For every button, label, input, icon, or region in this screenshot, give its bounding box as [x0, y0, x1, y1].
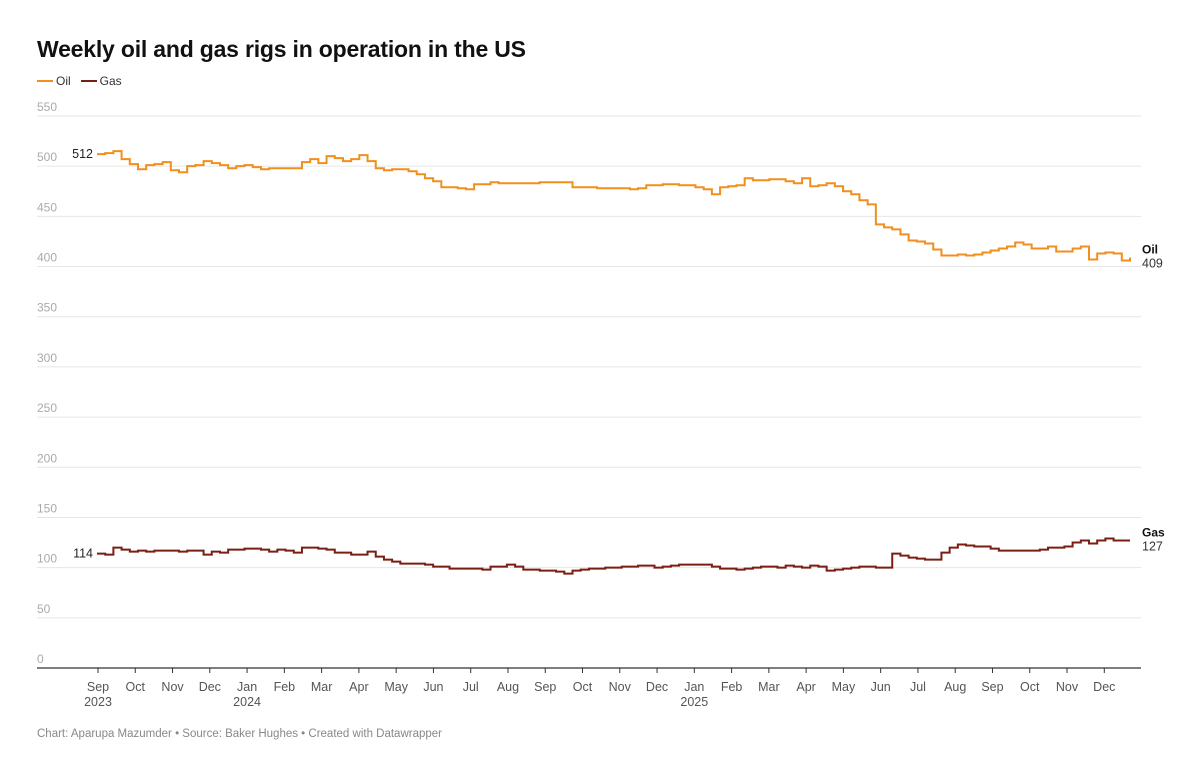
- y-tick-label: 50: [37, 602, 51, 616]
- x-tick-label: Jul: [463, 680, 479, 694]
- y-axis: 0 50 100 150 200 250 300 350 400 450 500 550: [37, 100, 57, 666]
- y-tick-label: 200: [37, 451, 57, 465]
- x-tick-year-label: 2024: [233, 695, 261, 709]
- legend-swatch-gas: [80, 80, 97, 82]
- legend-swatch-oil: [37, 80, 53, 82]
- y-tick-label: 400: [37, 251, 57, 265]
- y-tick-label: 450: [37, 200, 57, 214]
- x-tick-label: Jul: [910, 680, 926, 694]
- end-name-label-gas: Gas: [1142, 526, 1165, 540]
- x-tick-label: Feb: [274, 680, 296, 694]
- x-tick-label: Jun: [423, 680, 443, 694]
- series-line-oil: [97, 150, 1131, 262]
- legend-item-oil: Oil: [37, 74, 71, 88]
- series-lines: [97, 150, 1131, 575]
- x-tick-label: Jan: [237, 680, 257, 694]
- chart-title: Weekly oil and gas rigs in operation in …: [37, 36, 526, 62]
- x-tick-label: Nov: [161, 680, 184, 694]
- x-tick-label: Oct: [1020, 680, 1040, 694]
- y-tick-label: 100: [37, 552, 57, 566]
- start-value-label-oil: 512: [72, 147, 93, 161]
- x-tick-label: Apr: [796, 680, 815, 694]
- x-tick-label: Jun: [871, 680, 891, 694]
- y-tick-label: 250: [37, 401, 57, 415]
- chart-footer: Chart: Aparupa Mazumder • Source: Baker …: [37, 728, 442, 740]
- y-tick-label: 300: [37, 351, 57, 365]
- y-tick-label: 500: [37, 150, 57, 164]
- y-tick-label: 0: [37, 652, 44, 666]
- y-tick-label: 350: [37, 301, 57, 315]
- x-tick-label: Mar: [311, 680, 333, 694]
- x-tick-label: Nov: [609, 680, 632, 694]
- x-tick-label: Nov: [1056, 680, 1079, 694]
- y-tick-label: 550: [37, 100, 57, 114]
- x-tick-label: Apr: [349, 680, 368, 694]
- x-tick-label: Aug: [497, 680, 519, 694]
- end-value-label-gas: 127: [1142, 540, 1163, 554]
- end-name-label-oil: Oil: [1142, 243, 1158, 257]
- x-tick-label: Sep: [87, 680, 109, 694]
- legend-label-gas: Gas: [99, 74, 122, 88]
- legend-label-oil: Oil: [56, 74, 71, 88]
- x-tick-label: May: [384, 680, 408, 694]
- x-tick-label: Oct: [126, 680, 146, 694]
- start-value-label-gas: 114: [73, 547, 93, 561]
- x-tick-label: Dec: [1093, 680, 1115, 694]
- x-tick-label: Feb: [721, 680, 743, 694]
- x-tick-label: Oct: [573, 680, 593, 694]
- x-tick-label: Sep: [534, 680, 556, 694]
- x-tick-label: Aug: [944, 680, 966, 694]
- x-tick-year-label: 2023: [84, 695, 112, 709]
- chart-legend: Oil Gas: [37, 74, 122, 88]
- x-tick-year-label: 2025: [680, 695, 708, 709]
- legend-item-gas: Gas: [80, 74, 122, 88]
- gridlines: [37, 115, 1141, 619]
- x-tick-label: May: [832, 680, 856, 694]
- x-tick-label: Jan: [684, 680, 704, 694]
- end-value-label-oil: 409: [1142, 257, 1163, 271]
- y-tick-label: 150: [37, 501, 57, 515]
- x-tick-label: Mar: [758, 680, 780, 694]
- x-tick-label: Dec: [199, 680, 221, 694]
- series-line-gas: [97, 537, 1130, 575]
- x-tick-label: Sep: [981, 680, 1003, 694]
- x-tick-label: Dec: [646, 680, 668, 694]
